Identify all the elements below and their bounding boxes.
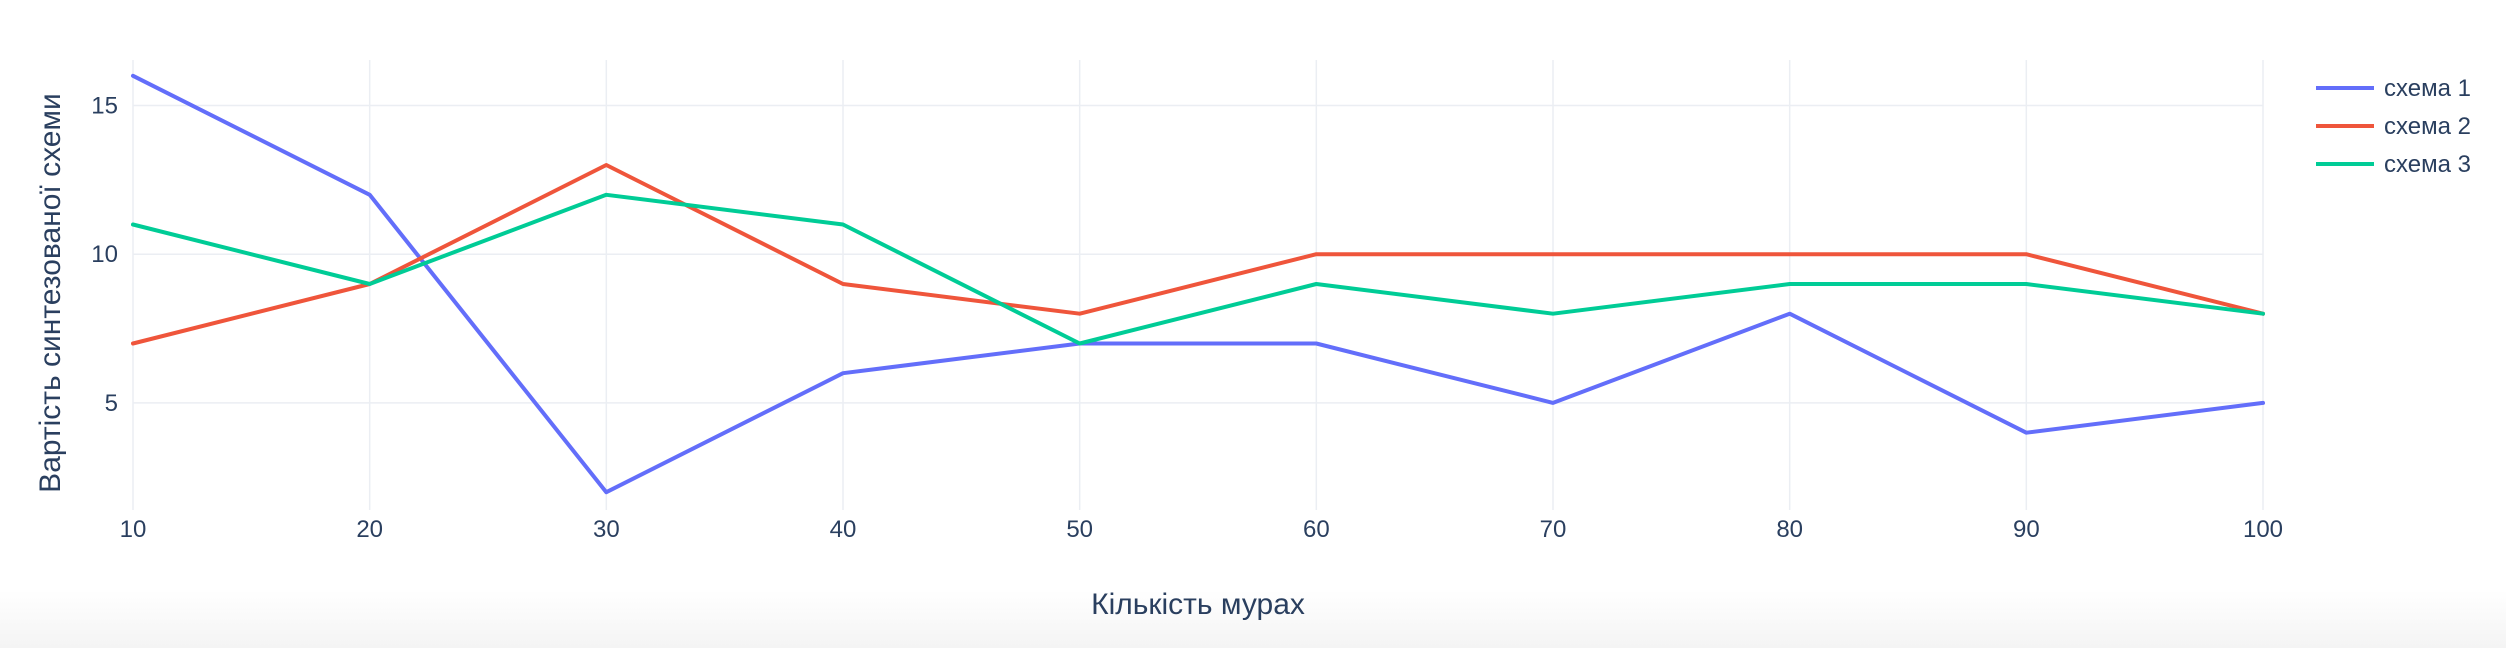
series-line-3[interactable] <box>131 192 2265 346</box>
legend[interactable]: схема 1 схема 2 схема 3 <box>2316 75 2471 178</box>
x-tick-label: 70 <box>1540 516 1567 543</box>
series-line-1[interactable] <box>131 73 2265 495</box>
x-tick-label: 10 <box>120 516 147 543</box>
x-tick-label: 40 <box>830 516 857 543</box>
series-lines <box>131 73 2265 495</box>
y-tick-label: 10 <box>91 241 118 268</box>
y-tick-label: 15 <box>91 93 118 120</box>
x-tick-label: 60 <box>1303 516 1330 543</box>
y-tick-label: 5 <box>105 390 118 417</box>
legend-label: схема 2 <box>2384 113 2471 140</box>
x-tick-label: 20 <box>356 516 383 543</box>
x-tick-label: 90 <box>2013 516 2040 543</box>
y-axis-title: Вартість синтезованої схеми <box>34 93 67 493</box>
tick-labels: 10 20 30 40 50 60 70 80 90 100 5 10 15 <box>91 93 2283 543</box>
legend-label: схема 1 <box>2384 75 2471 102</box>
x-tick-label: 50 <box>1066 516 1093 543</box>
legend-item[interactable]: схема 1 <box>2316 75 2471 102</box>
x-axis-title: Кількість мурах <box>1091 588 1305 621</box>
x-tick-label: 30 <box>593 516 620 543</box>
x-tick-label: 80 <box>1776 516 1803 543</box>
legend-item[interactable]: схема 2 <box>2316 113 2471 140</box>
series-line-2[interactable] <box>131 163 2265 346</box>
legend-item[interactable]: схема 3 <box>2316 151 2471 178</box>
legend-label: схема 3 <box>2384 151 2471 178</box>
x-tick-label: 100 <box>2243 516 2283 543</box>
